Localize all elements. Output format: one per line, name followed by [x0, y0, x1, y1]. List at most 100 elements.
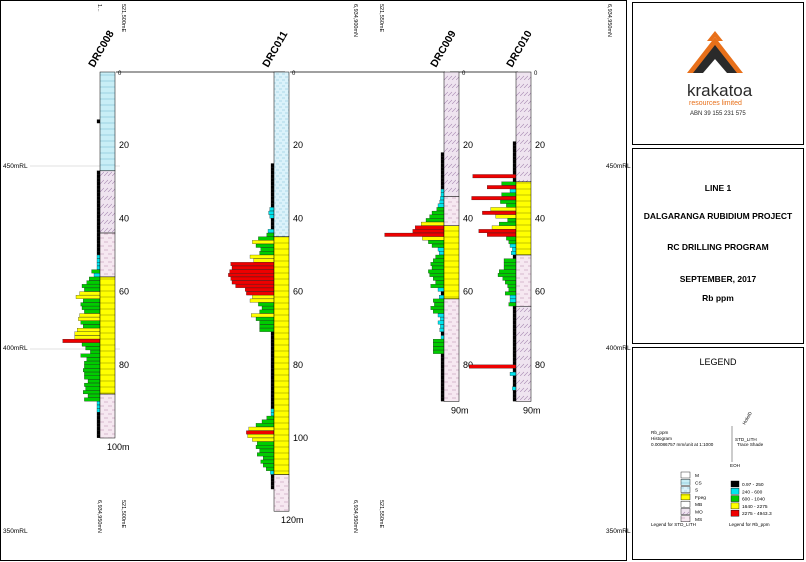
rb-bar [270, 339, 275, 343]
rb-bar [270, 203, 275, 208]
rb-bar [249, 298, 275, 303]
rb-bar [270, 181, 275, 186]
rb-bar [440, 317, 445, 321]
rb-bar [62, 339, 101, 343]
rb-bar [267, 229, 275, 233]
rb-bar [80, 353, 101, 358]
rb-bar [440, 192, 445, 197]
krakatoa-logo: krakatoa resources limited ABN 39 155 23… [687, 31, 753, 117]
rb-bar [440, 196, 445, 201]
depth-label: 80 [535, 360, 545, 370]
rb-bar [270, 364, 275, 369]
rb-bar [251, 313, 275, 318]
rb-bar [270, 357, 275, 362]
rb-bar [440, 368, 445, 373]
rb-legend-label: 240 - 600 [742, 489, 763, 495]
rb-bar [508, 302, 517, 307]
rb-bar [384, 232, 445, 237]
hole-id-label: DRC010 [504, 28, 535, 69]
rb-bar [266, 232, 275, 237]
depth-label: 60 [535, 287, 545, 297]
rb-bar [425, 218, 445, 223]
rb-legend-label: 600 - 1040 [742, 497, 765, 503]
rb-bar [508, 287, 517, 292]
rb-bar [85, 386, 101, 391]
rb-bar [512, 339, 517, 343]
rb-bar [440, 188, 445, 193]
logo-abn: ABN 39 155 231 575 [690, 111, 746, 117]
lith-interval [273, 71, 290, 237]
rb-bar [439, 328, 445, 332]
rb-bar [512, 357, 517, 362]
eoh-label: 120m [281, 515, 304, 525]
rl-label: 350mRL [606, 528, 631, 535]
rb-legend-label: 2275 - 4943.3 [742, 511, 772, 517]
rb-bar [503, 265, 517, 270]
rb-bar [79, 291, 101, 296]
rb-bar [96, 218, 101, 223]
rb-bar [512, 361, 517, 365]
rb-bar [503, 258, 517, 263]
rb-swatch [730, 488, 740, 495]
rb-bar [255, 243, 275, 248]
rb-bar [439, 199, 445, 204]
rb-bar [270, 485, 275, 490]
rb-bar [507, 218, 517, 223]
rb-bar [270, 178, 275, 182]
coord-label: 521,550mE [378, 4, 384, 32]
rb-bar [490, 207, 517, 212]
rb-bar [96, 265, 101, 270]
rb-bar [96, 119, 101, 124]
rb-bar [495, 214, 517, 219]
rb-bar [512, 328, 517, 332]
rb-bar [440, 364, 445, 369]
rb-bar [96, 185, 101, 190]
rb-bar [96, 240, 101, 244]
rb-swatch [730, 509, 740, 517]
depth-label: 0 [462, 71, 466, 77]
coord-label: 521,500mE [120, 4, 126, 32]
rb-bar [96, 247, 101, 252]
rb-bar [96, 199, 101, 204]
rb-bar [505, 280, 517, 285]
rb-bar [84, 287, 101, 292]
rb-bar [257, 441, 275, 446]
rb-bar [439, 295, 445, 299]
depth-label: 80 [119, 360, 129, 370]
rb-bar [440, 174, 445, 179]
legend-rb-text: 0.00086757 mm/unit at 1:1000 [651, 442, 714, 447]
rb-bar [512, 317, 517, 321]
rb-bar [93, 273, 101, 277]
rb-bar [259, 309, 275, 314]
lith-legend-label: MO [695, 510, 703, 516]
rb-bar [89, 276, 101, 281]
rb-bar [440, 397, 445, 402]
rb-bar [80, 320, 101, 325]
rb-bar [440, 163, 445, 168]
lith-interval [443, 71, 460, 197]
rb-bar [96, 423, 101, 427]
rb-bar [440, 167, 445, 171]
rb-legend-label: 1640 - 2275 [742, 504, 768, 510]
rb-bar [270, 199, 275, 204]
legend-rb-text: Rb_ppm [651, 430, 669, 435]
depth-label: 80 [463, 360, 473, 370]
rb-bar [430, 306, 445, 310]
lith-legend-label: M [695, 473, 699, 479]
rb-bar [431, 210, 445, 215]
lith-interval [99, 170, 116, 234]
rb-bar [431, 265, 445, 270]
lith-swatch [680, 471, 691, 479]
rb-swatch [730, 502, 740, 510]
rb-bar [270, 408, 275, 413]
rb-bar [512, 247, 517, 252]
legend-graphics: Rb_ppm Histogram 0.00086757 mm/unit at 1… [651, 410, 772, 527]
depth-label: 80 [293, 360, 303, 370]
rb-bar [266, 415, 275, 420]
rb-bar [505, 291, 517, 296]
rb-bar [77, 328, 101, 332]
rb-bar [499, 269, 517, 274]
rb-bar [229, 269, 275, 274]
rb-bar [270, 331, 275, 336]
